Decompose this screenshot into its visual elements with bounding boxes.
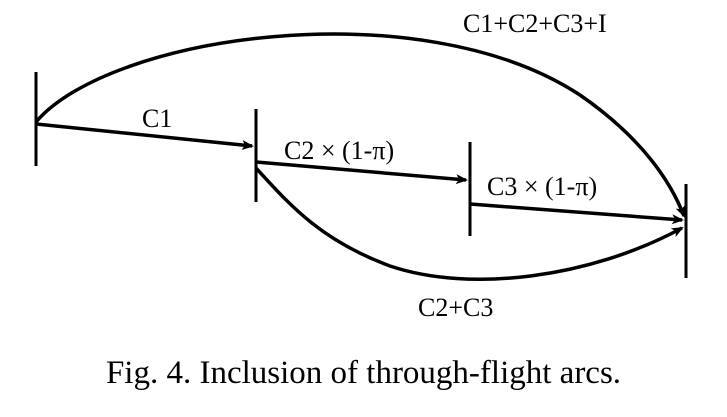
arc-c1 — [35, 122, 254, 150]
arc-bottom — [254, 166, 684, 282]
label-bottom-arc: C2+C3 — [418, 293, 493, 322]
label-arc-c3: C3 × (1-π) — [487, 172, 597, 201]
arc-c3 — [469, 202, 684, 225]
label-arc-c1: C1 — [142, 104, 172, 133]
label-arc-c2: C2 × (1-π) — [284, 136, 394, 165]
label-top-arc: C1+C2+C3+I — [463, 9, 607, 38]
arc-top — [34, 32, 686, 218]
figure-caption: Fig. 4. Inclusion of through-flight arcs… — [105, 355, 622, 391]
arc-c2 — [255, 160, 468, 185]
